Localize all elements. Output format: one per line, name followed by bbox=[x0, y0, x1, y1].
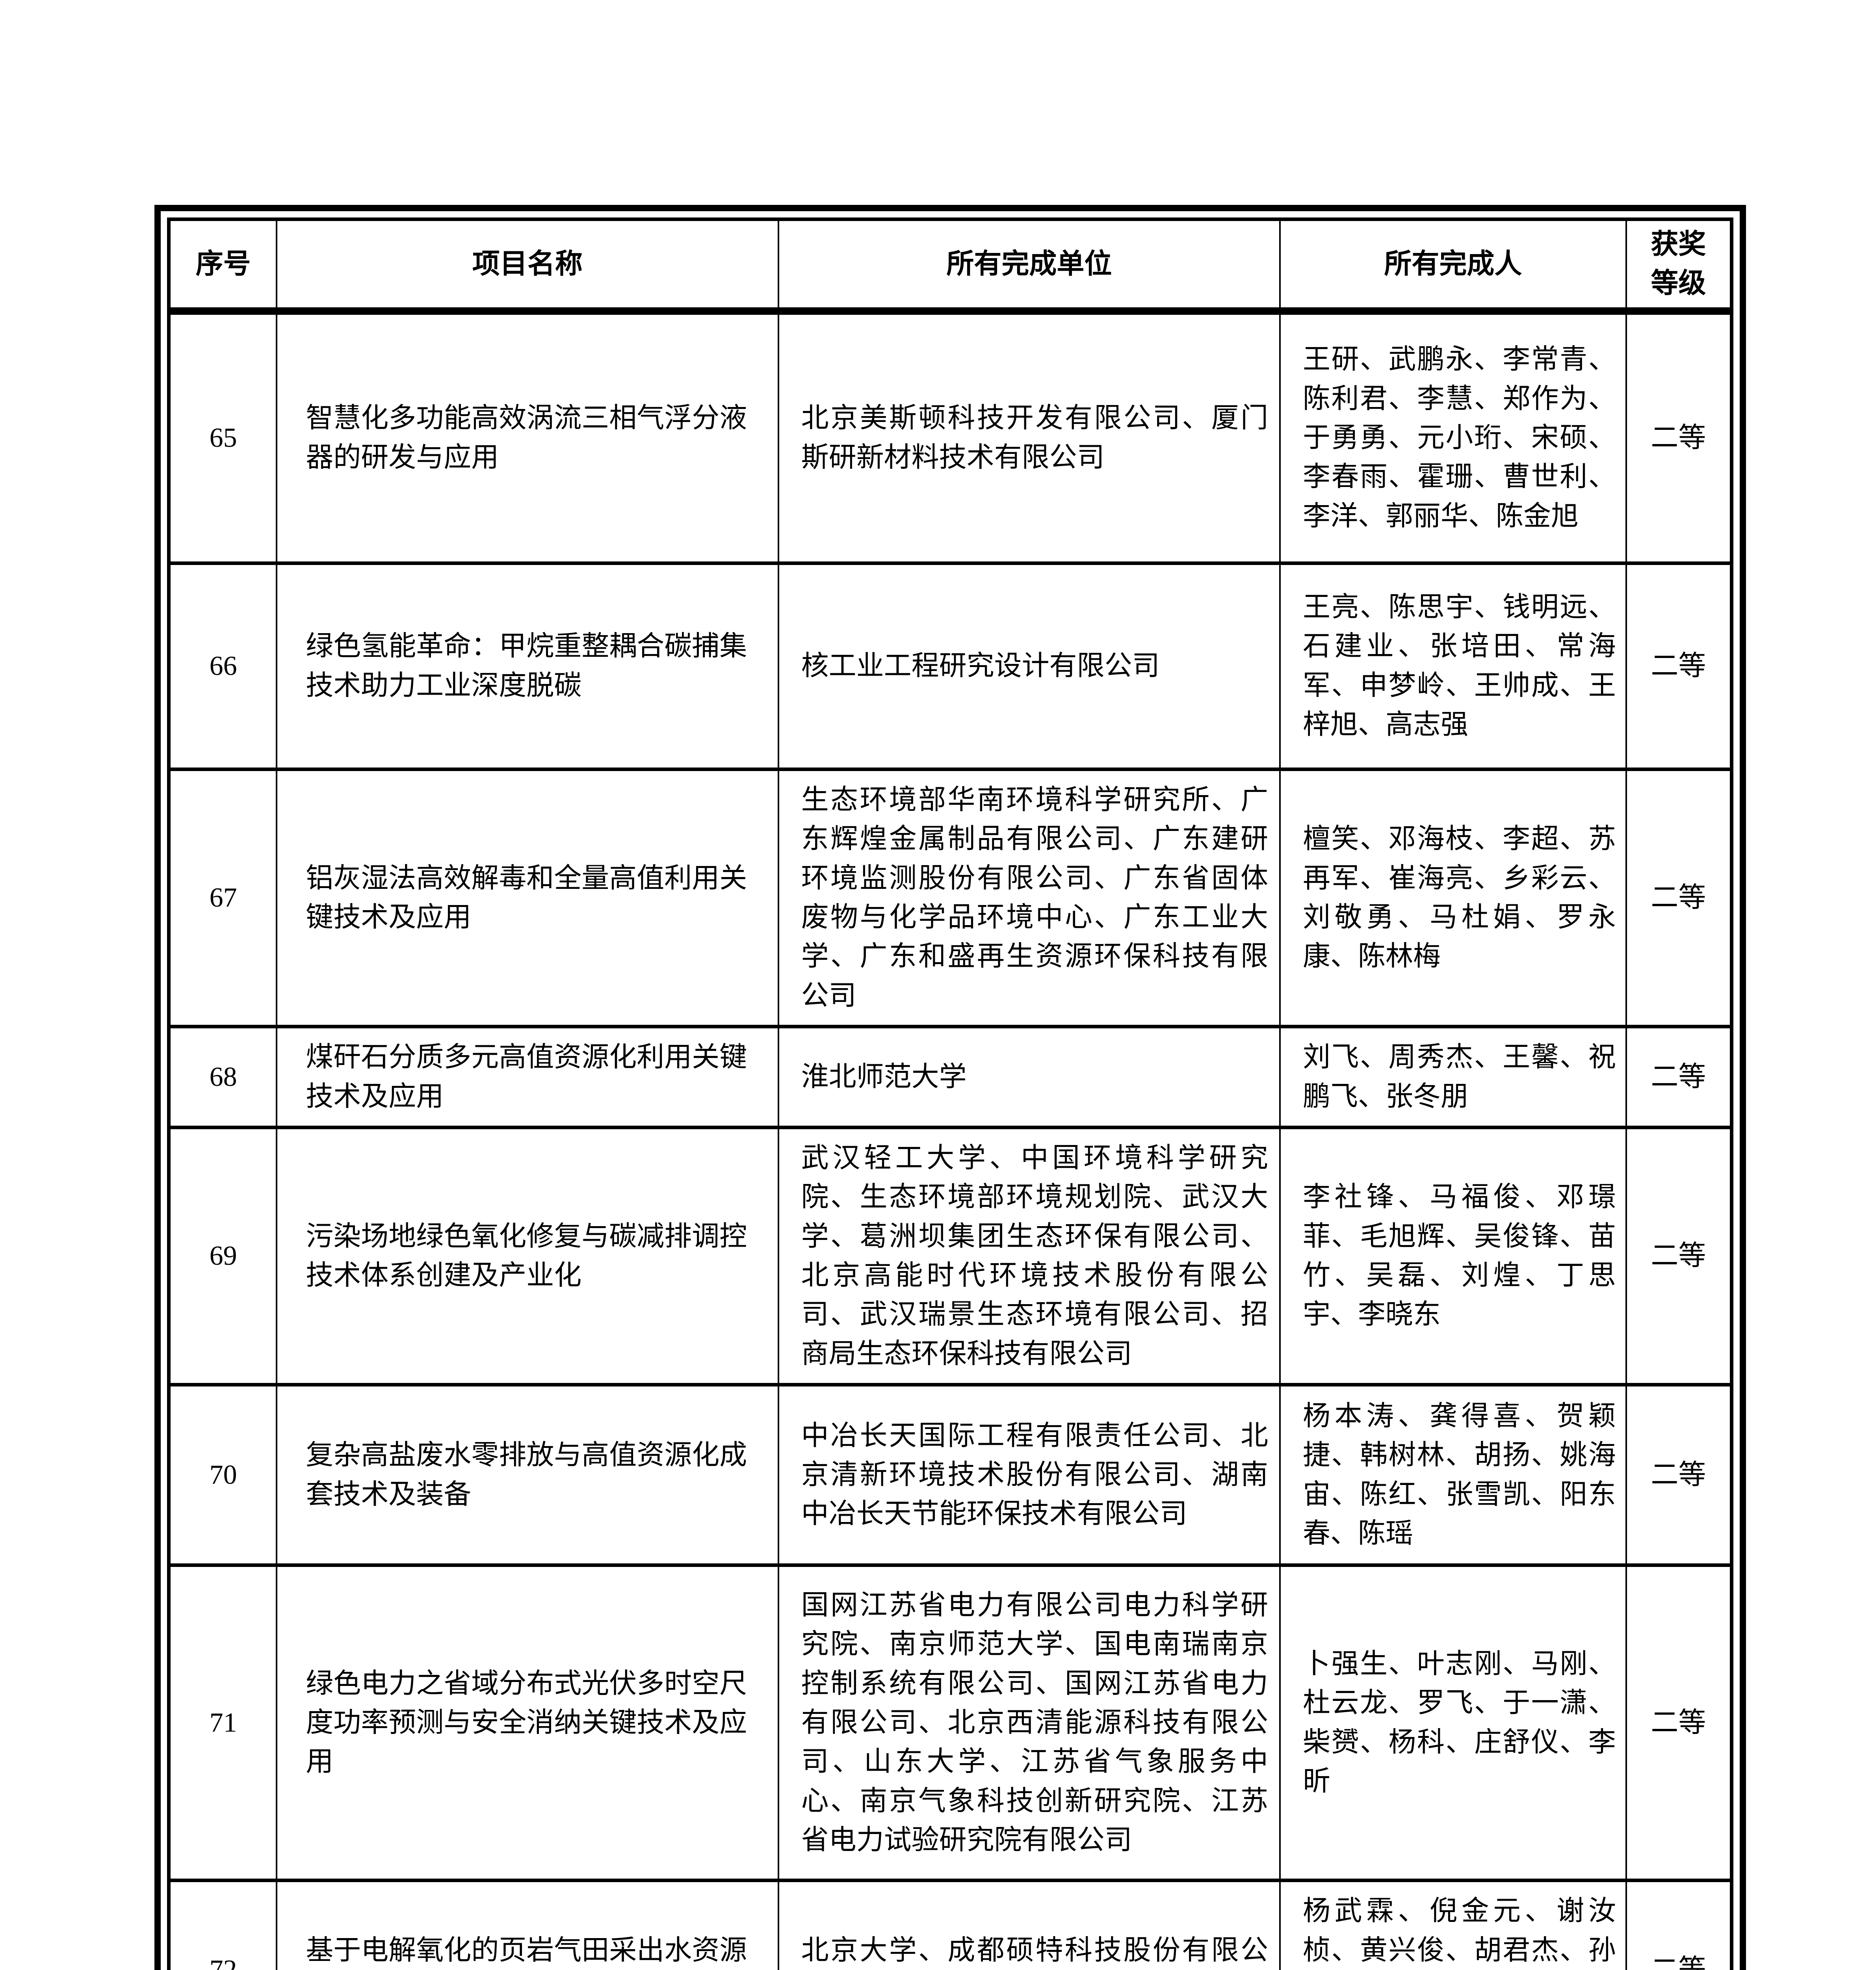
row-people-cell: 刘飞、周秀杰、王馨、祝鹏飞、张冬朋 bbox=[1279, 1025, 1627, 1129]
row-award-cell: 二等 bbox=[1625, 1383, 1733, 1567]
row-units-cell: 北京美斯顿科技开发有限公司、厦门斯研新材料技术有限公司 bbox=[777, 309, 1281, 565]
col-header-award: 获奖 等级 bbox=[1625, 217, 1733, 315]
row-project-cell: 铝灰湿法高效解毒和全量高值利用关键技术及应用 bbox=[276, 767, 779, 1029]
row-award-cell: 二等 bbox=[1625, 1125, 1733, 1387]
row-index-cell: 68 bbox=[168, 1025, 278, 1129]
awards-table-body: 65 智慧化多功能高效涡流三相气浮分液器的研发与应用 北京美斯顿科技开发有限公司… bbox=[168, 309, 1733, 1970]
row-people-cell: 杨本涛、龚得喜、贺颖捷、韩树林、胡扬、姚海宙、陈红、张雪凯、阳东春、陈瑶 bbox=[1279, 1383, 1627, 1567]
col-header-units: 所有完成单位 bbox=[777, 217, 1281, 315]
row-units-cell: 武汉轻工大学、中国环境科学研究院、生态环境部环境规划院、武汉大学、葛洲坝集团生态… bbox=[777, 1125, 1281, 1387]
table-row: 72 基于电解氧化的页岩气田采出水资源利用关键技术及应用 北京大学、成都硕特科技… bbox=[168, 1879, 1733, 1970]
table-row: 67 铝灰湿法高效解毒和全量高值利用关键技术及应用 生态环境部华南环境科学研究所… bbox=[168, 767, 1733, 1029]
row-award-cell: 二等 bbox=[1625, 561, 1733, 771]
row-index-cell: 70 bbox=[168, 1383, 278, 1567]
row-people-cell: 杨武霖、倪金元、谢汝桢、黄兴俊、胡君杰、孙卫玲、易可欣、袁夏雨、张婧、雷成 bbox=[1279, 1879, 1627, 1970]
table-row: 70 复杂高盐废水零排放与高值资源化成套技术及装备 中冶长天国际工程有限责任公司… bbox=[168, 1383, 1733, 1567]
row-index-cell: 72 bbox=[168, 1879, 278, 1970]
table-row: 65 智慧化多功能高效涡流三相气浮分液器的研发与应用 北京美斯顿科技开发有限公司… bbox=[168, 309, 1733, 565]
table-row: 71 绿色电力之省域分布式光伏多时空尺度功率预测与安全消纳关键技术及应用 国网江… bbox=[168, 1563, 1733, 1883]
row-award-cell: 二等 bbox=[1625, 1879, 1733, 1970]
row-units-cell: 国网江苏省电力有限公司电力科学研究院、南京师范大学、国电南瑞南京控制系统有限公司… bbox=[777, 1563, 1281, 1883]
row-index-cell: 71 bbox=[168, 1563, 278, 1883]
row-units-cell: 北京大学、成都硕特科技股份有限公司、四川大学、天府永兴实验室 bbox=[777, 1879, 1281, 1970]
table-row: 68 煤矸石分质多元高值资源化利用关键技术及应用 淮北师范大学 刘飞、周秀杰、王… bbox=[168, 1025, 1733, 1129]
row-award-cell: 二等 bbox=[1625, 1025, 1733, 1129]
row-index-cell: 66 bbox=[168, 561, 278, 771]
col-header-project: 项目名称 bbox=[276, 217, 779, 315]
row-award-cell: 二等 bbox=[1625, 767, 1733, 1029]
row-project-cell: 绿色氢能革命：甲烷重整耦合碳捕集技术助力工业深度脱碳 bbox=[276, 561, 779, 771]
row-units-cell: 生态环境部华南环境科学研究所、广东辉煌金属制品有限公司、广东建研环境监测股份有限… bbox=[777, 767, 1281, 1029]
row-units-cell: 中冶长天国际工程有限责任公司、北京清新环境技术股份有限公司、湖南中冶长天节能环保… bbox=[777, 1383, 1281, 1567]
table-row: 66 绿色氢能革命：甲烷重整耦合碳捕集技术助力工业深度脱碳 核工业工程研究设计有… bbox=[168, 561, 1733, 771]
row-units-cell: 淮北师范大学 bbox=[777, 1025, 1281, 1129]
row-award-cell: 二等 bbox=[1625, 309, 1733, 565]
row-people-cell: 檀笑、邓海枝、李超、苏再军、崔海亮、乡彩云、刘敬勇、马杜娟、罗永康、陈林梅 bbox=[1279, 767, 1627, 1029]
row-award-cell: 二等 bbox=[1625, 1563, 1733, 1883]
header-row: 序号 项目名称 所有完成单位 所有完成人 获奖 等级 bbox=[168, 217, 1733, 315]
table-row: 69 污染场地绿色氧化修复与碳减排调控技术体系创建及产业化 武汉轻工大学、中国环… bbox=[168, 1125, 1733, 1387]
row-people-cell: 李社锋、马福俊、邓璟菲、毛旭辉、吴俊锋、苗竹、吴磊、刘煌、丁思宇、李晓东 bbox=[1279, 1125, 1627, 1387]
row-project-cell: 绿色电力之省域分布式光伏多时空尺度功率预测与安全消纳关键技术及应用 bbox=[276, 1563, 779, 1883]
row-project-cell: 煤矸石分质多元高值资源化利用关键技术及应用 bbox=[276, 1025, 779, 1129]
row-project-cell: 基于电解氧化的页岩气田采出水资源利用关键技术及应用 bbox=[276, 1879, 779, 1970]
row-people-cell: 卜强生、叶志刚、马刚、杜云龙、罗飞、于一潇、柴赟、杨科、庄舒仪、李昕 bbox=[1279, 1563, 1627, 1883]
row-project-cell: 智慧化多功能高效涡流三相气浮分液器的研发与应用 bbox=[276, 309, 779, 565]
col-header-people: 所有完成人 bbox=[1279, 217, 1627, 315]
awards-table-frame: 序号 项目名称 所有完成单位 所有完成人 获奖 等级 65 智慧化多功能高效涡流… bbox=[154, 205, 1746, 1970]
row-index-cell: 67 bbox=[168, 767, 278, 1029]
row-people-cell: 王研、武鹏永、李常青、陈利君、李慧、郑作为、于勇勇、元小珩、宋硕、李春雨、霍珊、… bbox=[1279, 309, 1627, 565]
row-index-cell: 65 bbox=[168, 309, 278, 565]
col-header-index: 序号 bbox=[168, 217, 278, 315]
row-project-cell: 复杂高盐废水零排放与高值资源化成套技术及装备 bbox=[276, 1383, 779, 1567]
awards-table: 序号 项目名称 所有完成单位 所有完成人 获奖 等级 65 智慧化多功能高效涡流… bbox=[167, 217, 1733, 1970]
row-index-cell: 69 bbox=[168, 1125, 278, 1387]
row-people-cell: 王亮、陈思宇、钱明远、石建业、张培田、常海军、申梦岭、王帅成、王梓旭、高志强 bbox=[1279, 561, 1627, 771]
row-project-cell: 污染场地绿色氧化修复与碳减排调控技术体系创建及产业化 bbox=[276, 1125, 779, 1387]
row-units-cell: 核工业工程研究设计有限公司 bbox=[777, 561, 1281, 771]
